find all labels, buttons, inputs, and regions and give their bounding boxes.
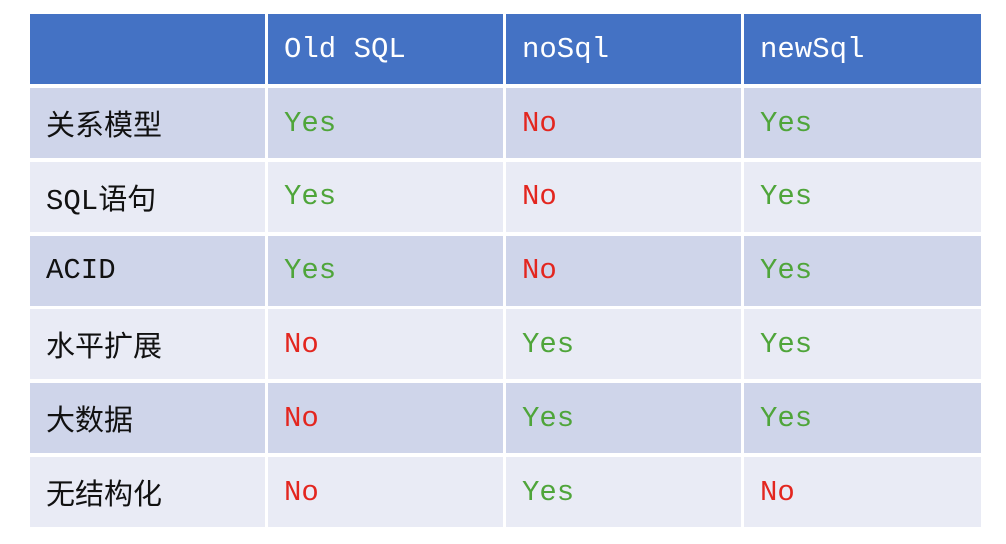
table-cell: Yes — [744, 309, 981, 380]
row-label: 水平扩展 — [30, 309, 265, 380]
row-label: 无结构化 — [30, 457, 265, 527]
table-cell: Yes — [268, 88, 503, 158]
table-cell: No — [268, 309, 503, 380]
table-cell: Yes — [506, 457, 741, 527]
row-label: ACID — [30, 235, 265, 306]
header-cell — [30, 14, 265, 84]
column-header: Old SQL — [268, 14, 503, 84]
table-cell: No — [506, 161, 741, 232]
table-cell: Yes — [506, 309, 741, 380]
row-label: 关系模型 — [30, 88, 265, 158]
table-cell: Yes — [744, 88, 981, 158]
row-label: SQL语句 — [30, 161, 265, 232]
table-cell: Yes — [268, 235, 503, 306]
table-cell: Yes — [744, 383, 981, 454]
row-label: 大数据 — [30, 383, 265, 454]
table-cell: No — [268, 457, 503, 527]
table-cell: No — [268, 383, 503, 454]
table-cell: No — [506, 235, 741, 306]
table-cell: No — [744, 457, 981, 527]
table-cell: Yes — [506, 383, 741, 454]
table-cell: Yes — [744, 161, 981, 232]
table-cell: Yes — [744, 235, 981, 306]
column-header: newSql — [744, 14, 981, 84]
table-cell: No — [506, 88, 741, 158]
table-cell: Yes — [268, 161, 503, 232]
column-header: noSql — [506, 14, 741, 84]
